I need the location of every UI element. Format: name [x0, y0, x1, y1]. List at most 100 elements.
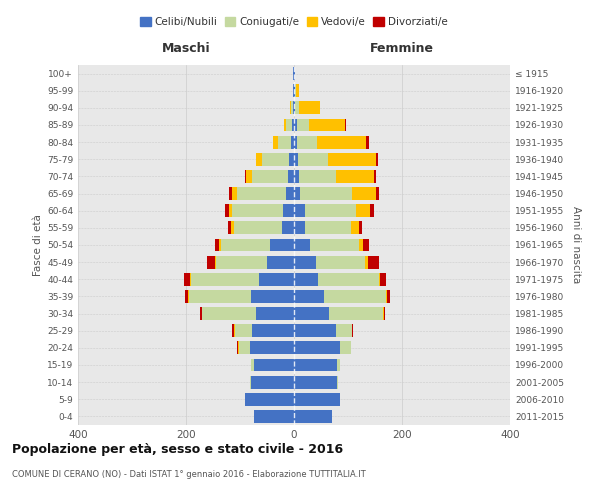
Bar	[299, 102, 320, 114]
Bar	[301, 187, 352, 200]
Bar	[284, 118, 286, 132]
Bar	[259, 273, 294, 285]
Y-axis label: Anni di nascita: Anni di nascita	[571, 206, 581, 284]
Legend: Celibi/Nubili, Coniugati/e, Vedovi/e, Divorziati/e: Celibi/Nubili, Coniugati/e, Vedovi/e, Di…	[136, 12, 452, 31]
Bar	[286, 187, 294, 200]
Bar	[190, 273, 191, 285]
Bar	[294, 290, 324, 303]
Bar	[324, 290, 386, 303]
Bar	[294, 187, 301, 200]
Bar	[250, 376, 251, 388]
Bar	[239, 342, 250, 354]
Bar	[235, 324, 252, 337]
Bar	[278, 136, 292, 148]
Bar	[228, 222, 231, 234]
Bar	[366, 136, 368, 148]
Bar	[387, 290, 389, 303]
Text: Femmine: Femmine	[370, 42, 434, 54]
Bar	[294, 376, 337, 388]
Bar	[256, 307, 294, 320]
Bar	[308, 118, 346, 132]
Y-axis label: Fasce di età: Fasce di età	[33, 214, 43, 276]
Bar	[356, 204, 370, 217]
Bar	[233, 324, 235, 337]
Bar	[365, 256, 368, 268]
Bar	[383, 307, 385, 320]
Bar	[292, 118, 294, 132]
Bar	[295, 102, 299, 114]
Bar	[319, 273, 379, 285]
Bar	[294, 238, 310, 252]
Bar	[233, 222, 282, 234]
Bar	[286, 118, 292, 132]
Bar	[262, 153, 289, 166]
Bar	[328, 153, 376, 166]
Bar	[359, 222, 361, 234]
Bar	[254, 410, 294, 423]
Bar	[294, 342, 340, 354]
Bar	[267, 256, 294, 268]
Bar	[251, 376, 294, 388]
Bar	[305, 222, 351, 234]
Bar	[296, 84, 299, 97]
Bar	[294, 256, 316, 268]
Bar	[254, 358, 294, 372]
Bar	[305, 204, 356, 217]
Bar	[229, 204, 232, 217]
Bar	[374, 170, 376, 183]
Bar	[283, 204, 294, 217]
Bar	[294, 204, 305, 217]
Bar	[386, 290, 387, 303]
Bar	[215, 256, 216, 268]
Bar	[294, 84, 295, 97]
Bar	[189, 290, 251, 303]
Bar	[310, 238, 359, 252]
Bar	[336, 324, 352, 337]
Bar	[292, 136, 294, 148]
Bar	[225, 204, 229, 217]
Bar	[274, 136, 278, 148]
Bar	[376, 153, 378, 166]
Bar	[376, 187, 379, 200]
Bar	[359, 238, 363, 252]
Text: Maschi: Maschi	[161, 42, 211, 54]
Bar	[215, 238, 220, 252]
Bar	[232, 187, 238, 200]
Bar	[294, 324, 336, 337]
Bar	[221, 238, 270, 252]
Bar	[294, 358, 337, 372]
Bar	[294, 410, 332, 423]
Bar	[287, 170, 294, 183]
Bar	[293, 67, 294, 80]
Bar	[250, 342, 294, 354]
Bar	[231, 222, 233, 234]
Bar	[282, 222, 294, 234]
Bar	[252, 324, 294, 337]
Bar	[363, 238, 368, 252]
Bar	[336, 170, 374, 183]
Bar	[293, 84, 294, 97]
Bar	[270, 238, 294, 252]
Bar	[294, 393, 340, 406]
Bar	[294, 273, 319, 285]
Bar	[380, 273, 386, 285]
Bar	[337, 376, 338, 388]
Bar	[293, 102, 294, 114]
Bar	[352, 324, 353, 337]
Bar	[245, 170, 246, 183]
Bar	[290, 102, 291, 114]
Bar	[299, 170, 336, 183]
Bar	[317, 136, 366, 148]
Bar	[337, 358, 340, 372]
Bar	[229, 187, 232, 200]
Bar	[379, 273, 380, 285]
Bar	[237, 342, 238, 354]
Bar	[202, 307, 256, 320]
Bar	[316, 256, 365, 268]
Bar	[245, 393, 294, 406]
Bar	[294, 67, 295, 80]
Bar	[238, 187, 286, 200]
Bar	[206, 256, 215, 268]
Bar	[352, 187, 376, 200]
Bar	[289, 153, 294, 166]
